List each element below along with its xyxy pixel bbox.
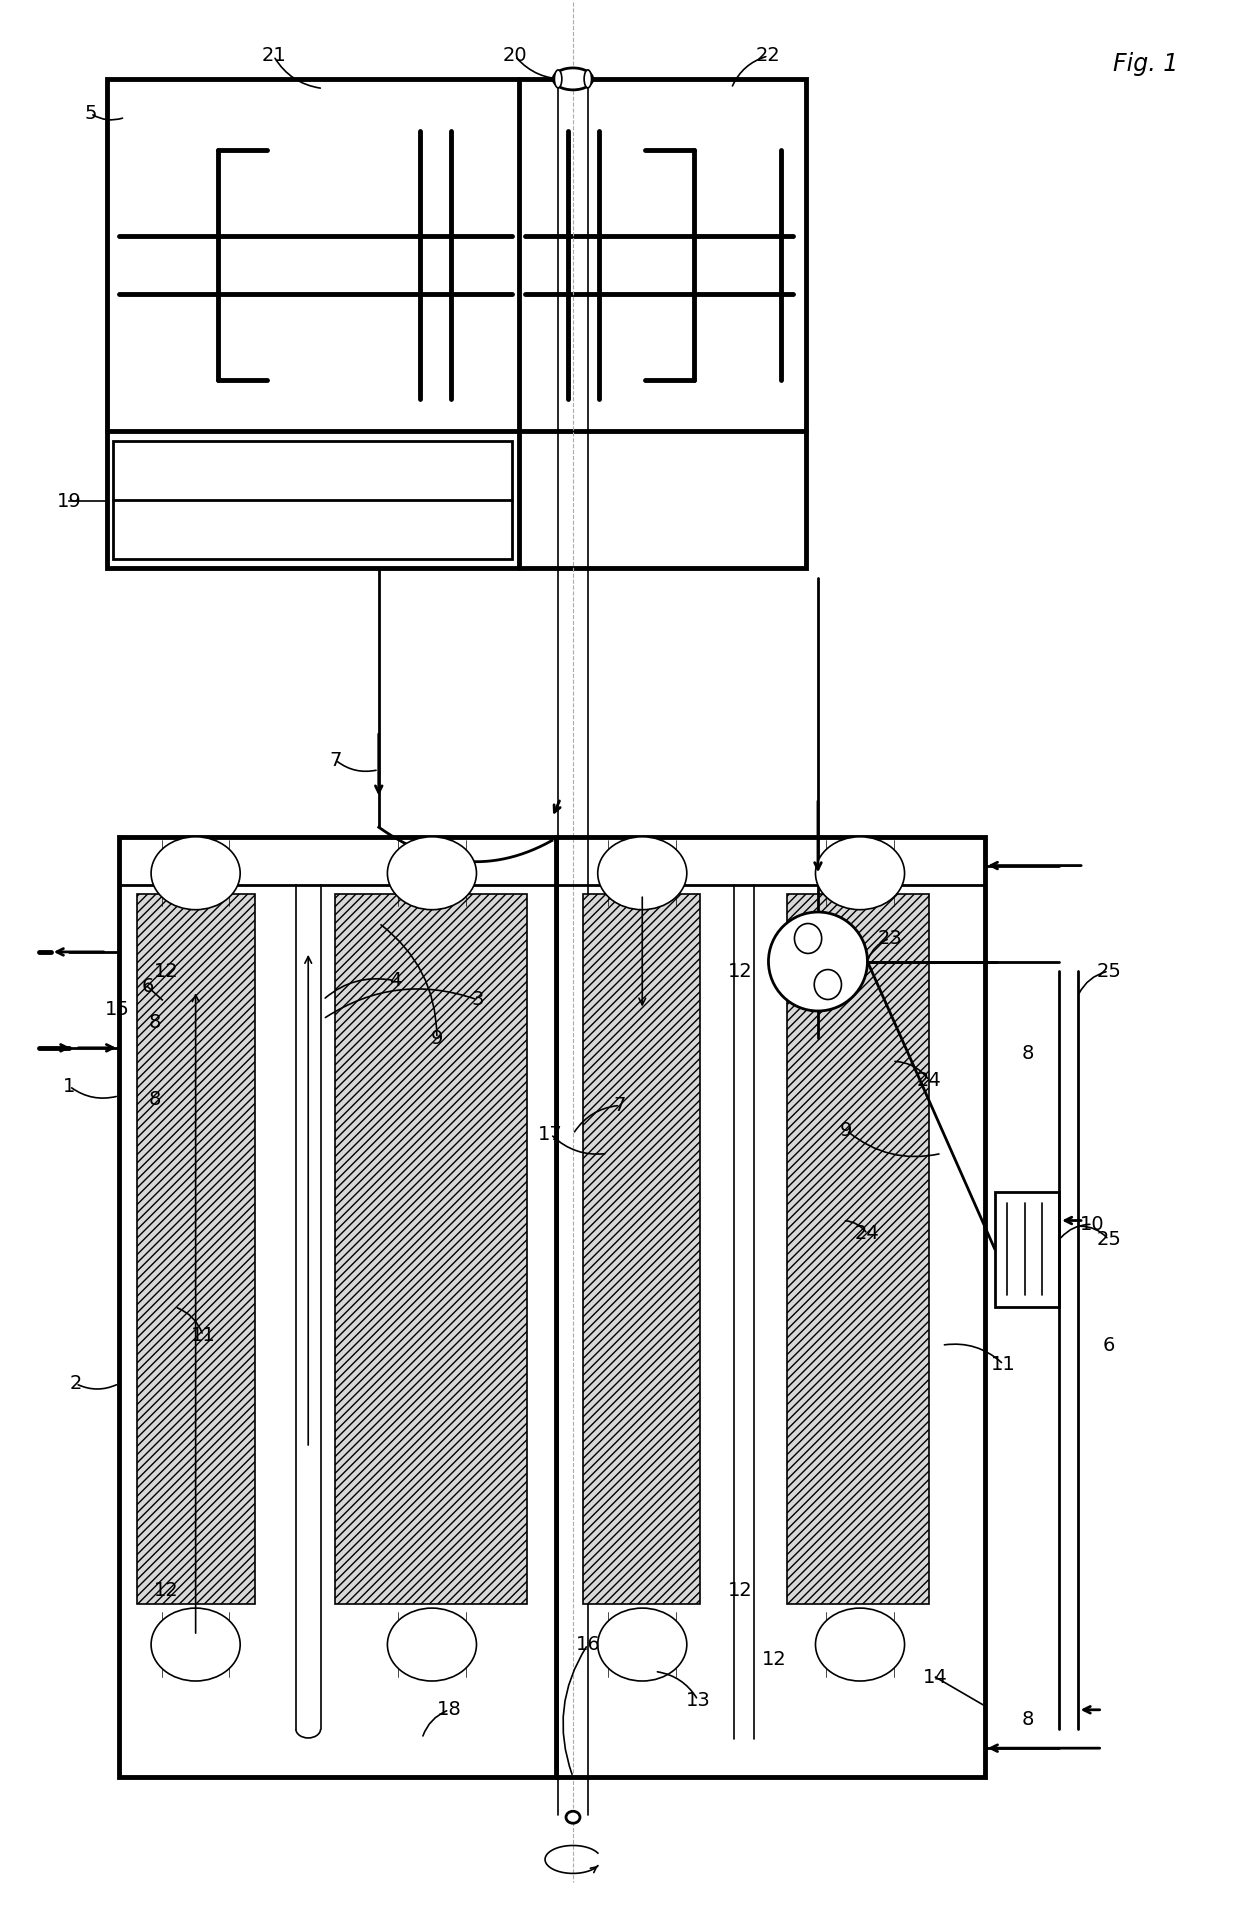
Ellipse shape (387, 1608, 476, 1681)
Text: 12: 12 (763, 1650, 787, 1669)
Text: 7: 7 (330, 750, 342, 769)
Ellipse shape (816, 1608, 904, 1681)
Text: 6: 6 (141, 977, 154, 996)
Ellipse shape (553, 67, 593, 90)
Ellipse shape (565, 1811, 580, 1823)
Ellipse shape (598, 1608, 687, 1681)
Text: 22: 22 (756, 46, 781, 65)
Text: 9: 9 (841, 1121, 853, 1140)
Text: 8: 8 (149, 1090, 161, 1110)
Ellipse shape (598, 837, 687, 910)
Circle shape (769, 912, 868, 1011)
Text: 12: 12 (728, 962, 753, 981)
Bar (994, 1192, 1059, 1308)
Text: 8: 8 (1022, 1044, 1034, 1063)
Text: 18: 18 (436, 1700, 461, 1719)
Text: 7: 7 (614, 1096, 626, 1115)
Bar (336, 894, 527, 1604)
Text: 10: 10 (1080, 1215, 1105, 1235)
Text: 12: 12 (154, 962, 179, 981)
Text: 21: 21 (262, 46, 286, 65)
Text: 13: 13 (686, 1690, 711, 1710)
Text: 1: 1 (63, 1077, 76, 1096)
Text: 23: 23 (878, 929, 901, 948)
Text: 3: 3 (471, 990, 484, 1010)
Bar (107, 79, 806, 567)
Bar (583, 894, 701, 1604)
Text: 11: 11 (991, 1356, 1016, 1373)
Bar (787, 894, 929, 1604)
Text: 9: 9 (430, 1029, 443, 1048)
Text: 11: 11 (191, 1327, 216, 1346)
Text: 14: 14 (923, 1667, 947, 1686)
Text: 24: 24 (916, 1071, 941, 1090)
Text: 24: 24 (856, 1225, 880, 1244)
Text: 19: 19 (57, 492, 82, 510)
Ellipse shape (816, 837, 904, 910)
Ellipse shape (151, 1608, 241, 1681)
Text: Fig. 1: Fig. 1 (1114, 52, 1178, 75)
Text: 20: 20 (502, 46, 527, 65)
Ellipse shape (387, 837, 476, 910)
Text: 12: 12 (154, 1581, 179, 1600)
Text: 25: 25 (1096, 1231, 1121, 1250)
Bar (113, 440, 512, 558)
Bar (138, 894, 255, 1604)
Text: 8: 8 (1022, 1710, 1034, 1729)
Text: 25: 25 (1096, 962, 1121, 981)
Text: 8: 8 (149, 1013, 161, 1033)
Text: 12: 12 (728, 1581, 753, 1600)
Text: 16: 16 (575, 1635, 600, 1654)
Text: 17: 17 (538, 1125, 563, 1144)
Text: 4: 4 (388, 971, 401, 990)
Ellipse shape (151, 837, 241, 910)
Ellipse shape (554, 69, 562, 88)
Ellipse shape (584, 69, 591, 88)
Text: 5: 5 (84, 104, 97, 123)
Text: 15: 15 (105, 1000, 130, 1019)
Bar (119, 837, 985, 1777)
Text: 6: 6 (1102, 1336, 1115, 1354)
Text: 2: 2 (69, 1375, 82, 1392)
